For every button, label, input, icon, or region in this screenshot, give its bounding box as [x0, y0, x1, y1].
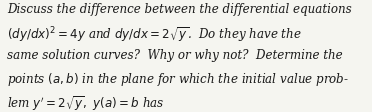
- Text: Discuss the difference between the differential equations: Discuss the difference between the diffe…: [7, 3, 352, 16]
- Text: points $(a, b)$ in the plane for which the initial value prob-: points $(a, b)$ in the plane for which t…: [7, 71, 349, 87]
- Text: $(dy/dx)^2 = 4y$ and $dy/dx = 2\sqrt{y}$.  Do they have the: $(dy/dx)^2 = 4y$ and $dy/dx = 2\sqrt{y}$…: [7, 26, 302, 45]
- Text: same solution curves?  Why or why not?  Determine the: same solution curves? Why or why not? De…: [7, 48, 342, 61]
- Text: lem $y' = 2\sqrt{y},\ y(a) = b$ has: lem $y' = 2\sqrt{y},\ y(a) = b$ has: [7, 93, 164, 112]
